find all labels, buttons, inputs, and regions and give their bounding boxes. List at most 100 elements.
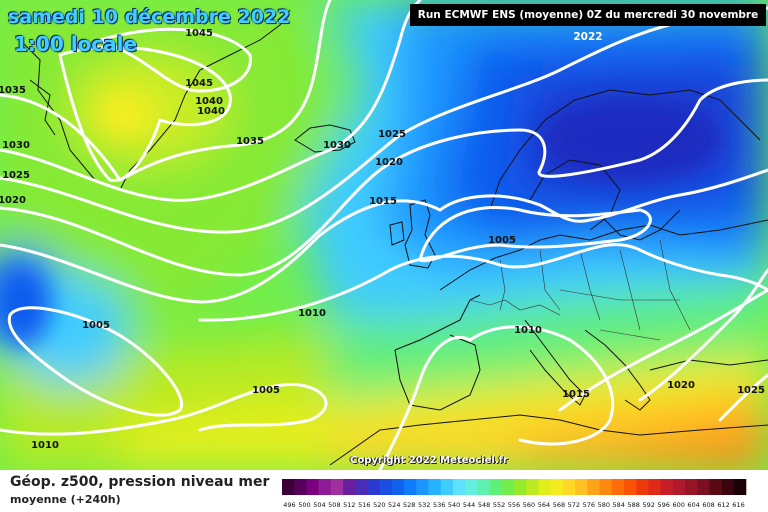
color-scale-legend: 496 500 504 508 512 516 520 524 528 532 536 540 544 5…	[282, 479, 747, 509]
isobar-label: 1025	[737, 385, 765, 396]
scale-swatch	[514, 479, 527, 495]
isobar-label: 1005	[252, 385, 280, 396]
scale-swatch	[733, 479, 747, 495]
scale-swatch	[330, 479, 344, 495]
forecast-time: 1:00 locale	[14, 32, 138, 56]
scale-value: 612	[717, 501, 729, 509]
isobar-label: 1045	[185, 78, 213, 89]
scale-swatch	[636, 479, 649, 495]
scale-swatch	[623, 479, 637, 495]
field-description: Géop. z500, pression niveau mer	[10, 474, 270, 490]
scale-value: 568	[553, 501, 565, 509]
scale-value: 572	[568, 501, 580, 509]
isobar-label: 1015	[562, 389, 590, 400]
scale-swatch	[306, 479, 319, 495]
scale-swatch	[599, 479, 612, 495]
isobar-label: 1035	[0, 85, 26, 96]
scale-value: 548	[478, 501, 490, 509]
scale-swatch	[526, 479, 539, 495]
isobar-label: 1005	[488, 235, 516, 246]
z500-detail-shading	[0, 99, 720, 345]
isobar-label: 1020	[0, 195, 26, 206]
isobar-label: 1020	[667, 380, 695, 391]
isobar-label: 1030	[2, 140, 30, 151]
scale-value: 512	[343, 501, 355, 509]
scale-swatch	[318, 479, 332, 495]
scale-value: 500	[298, 501, 310, 509]
scale-swatch	[562, 479, 576, 495]
scale-value: 604	[687, 501, 699, 509]
isobar-label: 1020	[375, 157, 403, 168]
scale-swatch	[282, 479, 295, 495]
scale-swatch	[379, 479, 393, 495]
scale-swatch	[465, 479, 478, 495]
scale-swatch	[428, 479, 442, 495]
scale-swatch	[672, 479, 686, 495]
copyright-notice: Copyright 2022 Meteociel.fr	[350, 455, 508, 466]
z500-shading	[0, 0, 768, 470]
scale-swatch	[440, 479, 454, 495]
scale-value: 508	[328, 501, 340, 509]
scale-value: 564	[538, 501, 550, 509]
scale-value: 540	[448, 501, 460, 509]
scale-value: 528	[403, 501, 415, 509]
scale-value: 608	[702, 501, 714, 509]
isobar-label: 1010	[514, 325, 542, 336]
scale-value: 600	[672, 501, 684, 509]
scale-value: 524	[388, 501, 400, 509]
scale-swatch	[404, 479, 417, 495]
scale-swatch	[575, 479, 588, 495]
scale-value: 536	[433, 501, 445, 509]
scale-value: 616	[732, 501, 744, 509]
isobar-label: 1030	[323, 140, 351, 151]
isobar-label: 1025	[378, 129, 406, 140]
scale-value: 576	[583, 501, 595, 509]
scale-value: 544	[463, 501, 475, 509]
scale-swatch	[452, 479, 466, 495]
scale-swatch	[391, 479, 405, 495]
run-info-banner: Run ECMWF ENS (moyenne) 0Z du mercredi 3…	[410, 4, 766, 43]
scale-value: 580	[598, 501, 610, 509]
scale-swatch	[501, 479, 515, 495]
scale-swatch	[721, 479, 735, 495]
isobar-label: 1040	[197, 106, 225, 117]
field-subdescription: moyenne (+240h)	[10, 493, 121, 506]
isobar-label: 1010	[298, 308, 326, 319]
scale-swatch	[587, 479, 600, 495]
scale-swatch	[416, 479, 429, 495]
scale-swatch	[355, 479, 368, 495]
isobar-label: 1035	[236, 136, 264, 147]
scale-swatches	[282, 479, 747, 495]
scale-value: 520	[373, 501, 385, 509]
scale-value: 556	[508, 501, 520, 509]
forecast-map: 1045 1045 1040 1040 1035 1035 1030 1030 1025 1025…	[0, 0, 768, 470]
scale-swatch	[684, 479, 698, 495]
coastlines	[19, 9, 768, 466]
scale-swatch	[550, 479, 564, 495]
scale-swatch	[343, 479, 356, 495]
scale-value: 532	[418, 501, 430, 509]
scale-value: 552	[493, 501, 505, 509]
scale-swatch	[709, 479, 722, 495]
scale-swatch	[489, 479, 503, 495]
scale-value: 588	[628, 501, 640, 509]
isobar-label: 1045	[185, 28, 213, 39]
scale-swatch	[697, 479, 710, 495]
scale-value: 516	[358, 501, 370, 509]
scale-swatch	[660, 479, 674, 495]
isobar-label: 1010	[31, 440, 59, 451]
scale-value: 596	[657, 501, 669, 509]
borders	[469, 239, 691, 341]
isobar-label: 1040	[195, 96, 223, 107]
scale-value: 496	[283, 501, 295, 509]
isobar-label: 1025	[2, 170, 30, 181]
forecast-date: samedi 10 décembre 2022	[8, 6, 291, 28]
scale-value: 584	[613, 501, 625, 509]
isobar-label: 1015	[369, 196, 397, 207]
scale-swatch	[477, 479, 490, 495]
scale-value: 560	[523, 501, 535, 509]
scale-swatch	[611, 479, 625, 495]
